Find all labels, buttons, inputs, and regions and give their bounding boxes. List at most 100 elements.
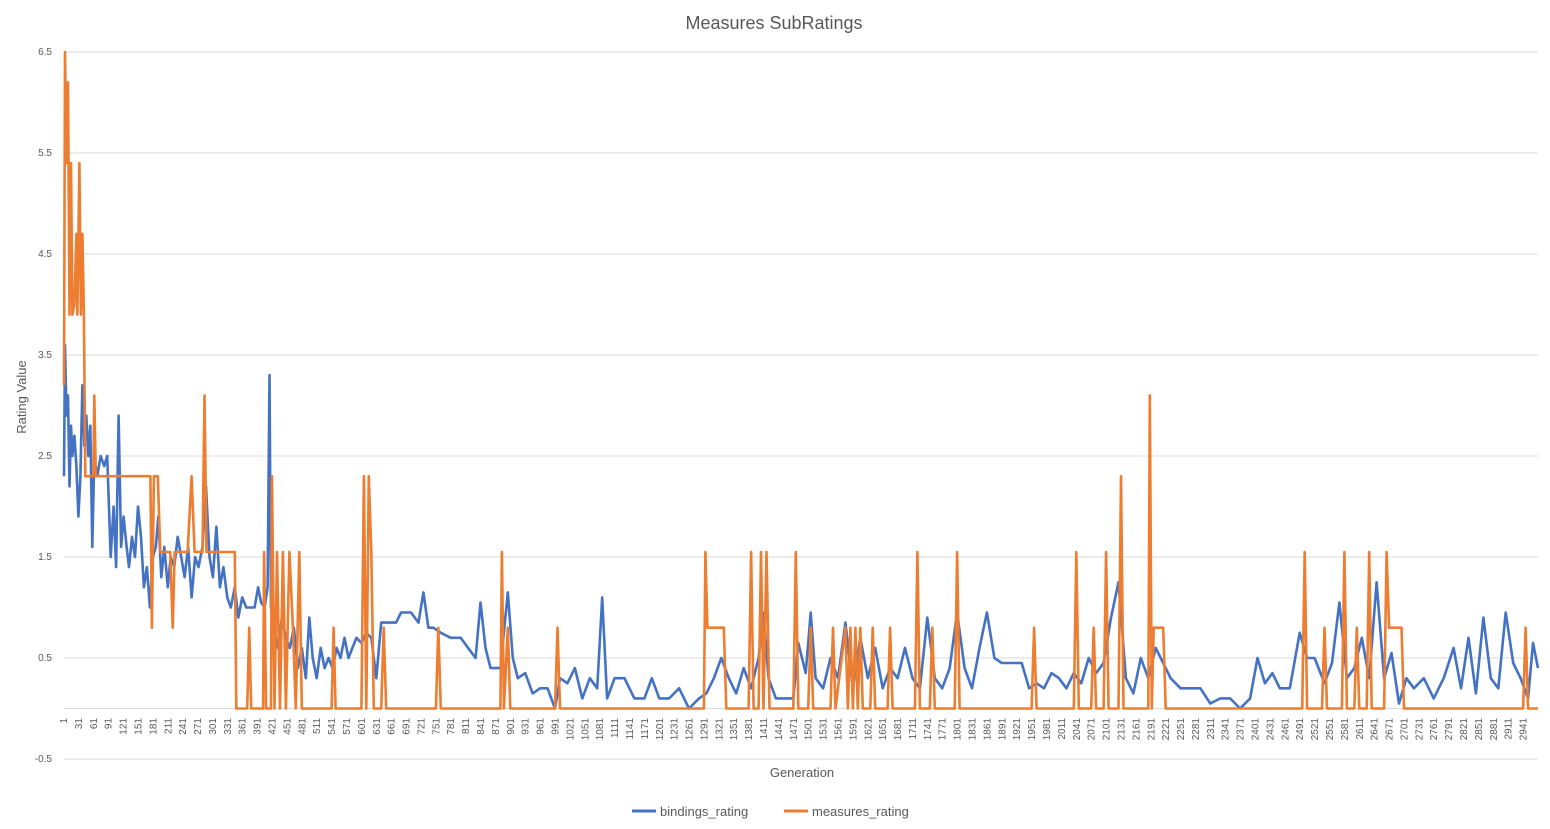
x-tick-label: 2491 [1295,718,1306,741]
y-tick-label: 0.5 [38,653,52,664]
x-tick-label: 961 [536,718,547,735]
x-tick-label: 811 [461,718,472,734]
x-axis-ticks: 1 31 61 91 121 151 181 211 241 271 301 331 361 391 421… [59,718,1530,741]
y-tick-label: 3.5 [38,350,52,361]
x-tick-label: 1861 [982,718,993,741]
x-tick-label: 2761 [1429,718,1440,741]
x-tick-label: 991 [550,718,561,735]
x-tick-label: 1021 [565,718,576,741]
x-tick-label: 2821 [1459,718,1470,741]
x-tick-label: 1411 [759,718,770,740]
x-tick-label: 2551 [1325,718,1336,741]
x-tick-label: 2041 [1072,718,1083,741]
x-tick-label: 1591 [848,718,859,741]
x-tick-label: 1471 [789,718,800,741]
y-tick-label: 4.5 [38,249,52,260]
x-tick-label: 2371 [1236,718,1247,741]
x-tick-label: 1231 [670,718,681,741]
x-tick-label: 2851 [1474,718,1485,741]
x-tick-label: 571 [342,718,353,735]
y-tick-label: 2.5 [38,451,52,462]
x-tick-label: 2881 [1489,718,1500,741]
x-tick-label: 1201 [655,718,666,741]
legend-label-measures: measures_rating [812,804,909,819]
y-tick-label: -0.5 [35,754,53,765]
x-tick-label: 181 [148,718,159,735]
x-tick-label: 1261 [685,718,696,741]
x-tick-label: 2311 [1206,718,1217,740]
x-tick-label: 2131 [1116,718,1127,741]
x-tick-label: 2521 [1310,718,1321,741]
legend: bindings_rating measures_rating [632,804,909,819]
x-tick-label: 2341 [1221,718,1232,741]
x-tick-label: 2431 [1265,718,1276,741]
x-tick-label: 121 [119,718,130,735]
y-axis-ticks: -0.5 0.5 1.5 2.5 3.5 4.5 5.5 6.5 [35,47,53,765]
x-tick-label: 391 [253,718,264,735]
x-tick-label: 2281 [1191,718,1202,741]
x-tick-label: 1111 [610,718,621,738]
x-tick-label: 91 [104,718,115,730]
series-layer [62,50,1540,710]
x-tick-label: 1 [59,718,70,724]
x-tick-label: 1531 [819,718,830,741]
x-tick-label: 1351 [729,718,740,741]
x-tick-label: 2101 [1102,718,1113,741]
x-tick-label: 781 [446,718,457,735]
x-tick-label: 2701 [1399,718,1410,741]
x-tick-label: 271 [193,718,204,735]
x-tick-label: 511 [312,718,323,734]
x-tick-label: 481 [297,718,308,735]
chart-title: Measures SubRatings [685,13,862,33]
x-tick-label: 2671 [1385,718,1396,741]
x-tick-label: 61 [89,718,100,730]
x-tick-label: 1621 [863,718,874,741]
x-tick-label: 661 [387,718,398,735]
x-tick-label: 451 [282,718,293,735]
x-tick-label: 1561 [833,718,844,741]
x-tick-label: 2401 [1251,718,1262,741]
x-tick-label: 151 [133,718,144,735]
x-tick-label: 241 [178,718,189,735]
x-tick-label: 1981 [1042,718,1053,741]
x-tick-label: 601 [357,718,368,735]
x-tick-label: 2161 [1131,718,1142,741]
x-tick-label: 1441 [774,718,785,741]
x-tick-label: 2911 [1504,718,1515,740]
x-tick-label: 1291 [699,718,710,741]
x-tick-label: 1081 [595,718,606,741]
x-tick-label: 2581 [1340,718,1351,741]
x-tick-label: 931 [521,718,532,735]
series-line-measures [62,50,1538,710]
x-tick-label: 631 [372,718,383,735]
x-tick-label: 841 [476,718,487,735]
x-axis-title: Generation [770,765,834,780]
x-tick-label: 1741 [923,718,934,741]
x-tick-label: 1891 [997,718,1008,741]
x-tick-label: 2641 [1370,718,1381,741]
x-tick-label: 721 [416,718,427,735]
y-tick-label: 5.5 [38,148,52,159]
x-tick-label: 1051 [580,718,591,741]
x-tick-label: 1171 [640,718,651,740]
x-tick-label: 1771 [938,718,949,741]
x-tick-label: 2941 [1519,718,1530,741]
y-tick-label: 6.5 [38,47,52,58]
x-tick-label: 2191 [1146,718,1157,741]
x-tick-label: 691 [402,718,413,735]
x-tick-label: 1921 [1012,718,1023,741]
x-tick-label: 1681 [893,718,904,741]
x-tick-label: 871 [491,718,502,735]
x-tick-label: 331 [223,718,234,735]
x-tick-label: 1321 [714,718,725,741]
x-tick-label: 1141 [625,718,636,740]
y-axis-title: Rating Value [14,360,29,433]
x-tick-label: 31 [74,718,85,730]
x-tick-label: 1501 [804,718,815,741]
x-tick-label: 1381 [744,718,755,741]
x-tick-label: 1651 [878,718,889,741]
x-tick-label: 1801 [953,718,964,741]
x-tick-label: 1951 [1027,718,1038,741]
